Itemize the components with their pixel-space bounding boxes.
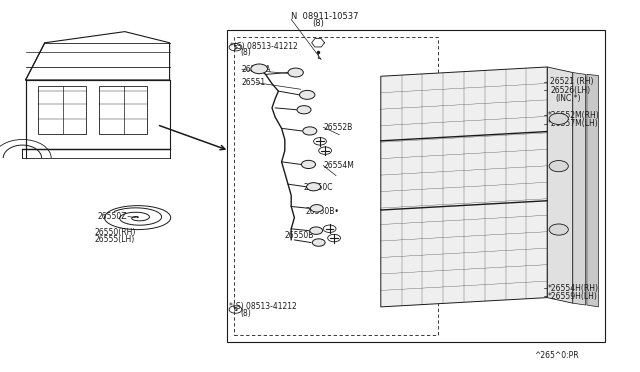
Circle shape [549,113,568,125]
Polygon shape [381,67,547,307]
Circle shape [297,106,311,114]
Text: *26559H(LH): *26559H(LH) [548,292,598,301]
Circle shape [307,183,321,191]
Text: 26550B: 26550B [285,231,314,240]
Text: 26550Z: 26550Z [97,212,127,221]
Text: (8): (8) [312,19,324,28]
Text: 26550(RH): 26550(RH) [95,228,136,237]
Text: 26550C: 26550C [304,183,333,192]
Text: *26554H(RH): *26554H(RH) [548,284,599,293]
Circle shape [312,239,325,246]
Circle shape [288,68,303,77]
Text: *26557M(LH): *26557M(LH) [548,119,598,128]
Text: S: S [234,45,237,50]
Polygon shape [547,67,573,303]
Bar [38,86,86,134]
Text: *26552M(RH): *26552M(RH) [548,111,600,120]
Bar [234,37,438,335]
Text: 26554M: 26554M [323,161,354,170]
Text: 26555(LH): 26555(LH) [95,235,135,244]
Circle shape [310,205,323,212]
Text: ^265^0:PR: ^265^0:PR [534,351,579,360]
Circle shape [310,227,323,234]
Text: *(S) 08513-41212: *(S) 08513-41212 [230,42,298,51]
Text: N  08911-10537: N 08911-10537 [291,12,358,21]
Bar [99,86,147,134]
Text: (INC.*): (INC.*) [555,94,580,103]
Text: *(S) 08513-41212: *(S) 08513-41212 [229,302,297,311]
Circle shape [301,160,316,169]
Text: 26551: 26551 [242,78,266,87]
Text: 26552B: 26552B [323,123,353,132]
Text: S: S [234,307,237,312]
Circle shape [251,64,268,74]
Text: 26526(LH): 26526(LH) [550,86,591,94]
Circle shape [549,161,568,172]
Bar [227,30,605,342]
Text: (8): (8) [240,48,251,57]
Text: (8): (8) [240,309,251,318]
Text: 26550A: 26550A [242,65,271,74]
Text: 26550B•: 26550B• [306,207,340,216]
Polygon shape [587,74,598,307]
Text: 26521 (RH): 26521 (RH) [550,77,594,86]
Polygon shape [573,73,586,305]
Circle shape [303,127,317,135]
Circle shape [300,90,315,99]
Circle shape [549,224,568,235]
